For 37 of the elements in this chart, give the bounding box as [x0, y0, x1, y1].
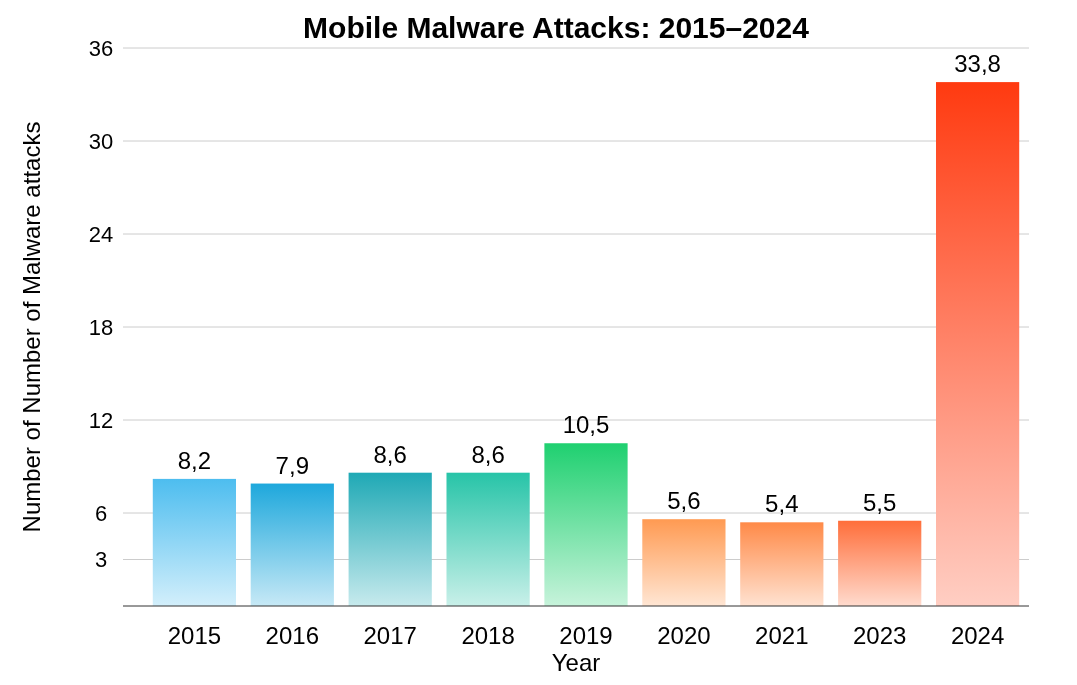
- y-tick-label: 6: [94, 500, 108, 526]
- bar: [740, 522, 824, 606]
- x-tick-label: 2017: [363, 622, 417, 649]
- data-label: 7,9: [275, 451, 309, 479]
- bar: [642, 519, 726, 606]
- bar: [935, 82, 1020, 606]
- y-tick-label: 12: [88, 407, 114, 433]
- x-tick-label: 2023: [853, 622, 907, 649]
- bar: [446, 472, 530, 606]
- data-label: 8,2: [177, 446, 212, 474]
- x-axis-title: Year: [551, 649, 601, 676]
- bar: [250, 483, 334, 606]
- x-tick-label: 2020: [657, 622, 711, 649]
- y-tick-label: 24: [88, 221, 114, 247]
- x-tick-label: 2018: [461, 622, 515, 649]
- y-tick-label: 3: [94, 547, 108, 573]
- y-tick-label: 36: [88, 35, 114, 61]
- data-label: 33,8: [954, 50, 1001, 78]
- x-tick-label: 2021: [755, 622, 809, 649]
- x-tick-label: 2016: [265, 622, 319, 649]
- data-label: 5,4: [765, 490, 799, 518]
- data-label: 5,6: [667, 487, 701, 515]
- x-tick-label: 2024: [950, 622, 1005, 649]
- bar: [348, 472, 432, 606]
- x-tick-label: 2019: [559, 622, 613, 649]
- y-tick-label: 18: [88, 314, 114, 340]
- chart-title: Mobile Malware Attacks: 2015–2024: [303, 11, 810, 44]
- y-axis-title: Number of Number of Malware attacks: [18, 121, 45, 533]
- bar: [152, 478, 237, 606]
- data-label: 5,5: [863, 488, 897, 516]
- data-label: 10,5: [562, 411, 610, 439]
- data-label: 8,6: [373, 440, 407, 468]
- bar: [838, 520, 922, 606]
- bar: [544, 443, 628, 606]
- x-tick-label: 2015: [167, 622, 222, 649]
- y-tick-label: 30: [88, 128, 114, 154]
- data-label: 8,6: [471, 440, 505, 468]
